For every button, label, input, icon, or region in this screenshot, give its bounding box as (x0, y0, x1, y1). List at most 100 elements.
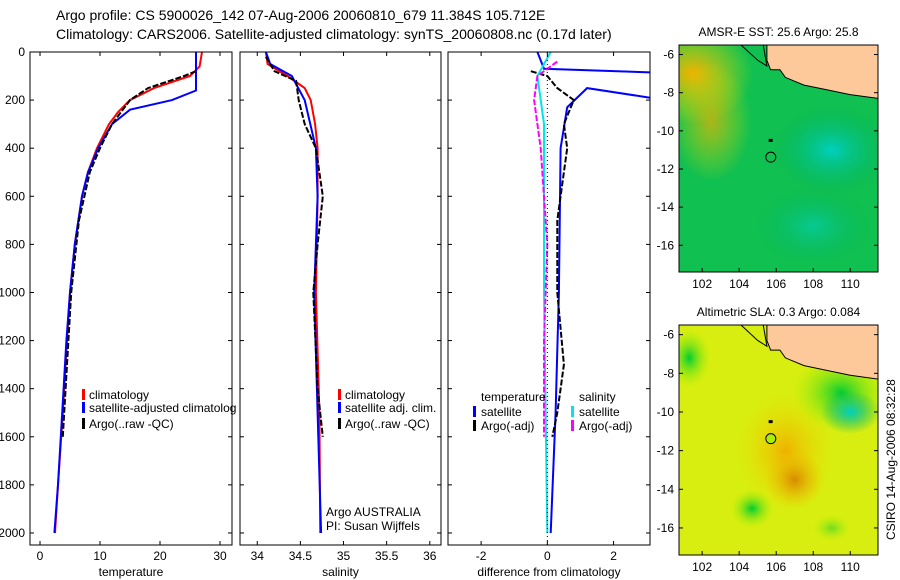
legend-label: climatology (89, 388, 149, 402)
y-tick-label: 400 (5, 141, 25, 155)
legend-label: satellite (579, 405, 620, 419)
legend-swatch (338, 418, 341, 429)
legend-label: satellite (481, 405, 522, 419)
legend-swatch (338, 389, 341, 400)
low-patch (811, 513, 852, 542)
series-line-temperature-satellite-deep- (549, 87, 651, 534)
island-marker (768, 138, 773, 142)
y-tick-label: -16 (657, 521, 675, 535)
annotation-text: Argo AUSTRALIA (326, 505, 421, 519)
legend-swatch (571, 420, 574, 431)
map-field (679, 325, 878, 555)
coastline-sumatra (740, 325, 768, 348)
legend-swatch (571, 406, 574, 417)
legend-label: satellite adj. clim. (345, 401, 436, 415)
series-line-climatology (54, 51, 203, 534)
y-tick-label: -6 (663, 48, 674, 62)
y-tick-label: 1200 (0, 334, 25, 348)
warm-patch (679, 61, 752, 182)
x-tick-label: 102 (692, 560, 712, 574)
legend-swatch (82, 402, 85, 413)
series-line-climatology (264, 51, 322, 534)
legend-swatch (82, 389, 85, 400)
legend-label: Argo(..raw -QC) (345, 417, 430, 431)
sla-map: 102 104 106 108 110 -6 -8 -10 -12 -14 -16 Altimetri… (657, 305, 879, 574)
legend-label: Argo(-adj) (481, 419, 534, 433)
axes-box (447, 51, 651, 546)
series-line-salinity-argo-adj- (533, 60, 558, 437)
low-patch (820, 389, 878, 434)
y-tick-label: 1600 (0, 430, 25, 444)
legend-label: climatology (345, 388, 405, 402)
land-java (766, 45, 878, 99)
low-patch (679, 327, 712, 388)
sst-map: 102 104 106 108 110 -6 -8 -10 -12 -14 -16 AMSR-E SS… (657, 25, 879, 291)
x-tick-label: 0 (37, 549, 44, 563)
profile-panel-2: 34 34.5 35 35.5 36 salinity climatologysatelli… (239, 51, 442, 579)
y-tick-label: -10 (657, 124, 675, 138)
map-title: Altimetric SLA: 0.3 Argo: 0.084 (697, 305, 861, 319)
figure-title-line-1: Argo profile: CS 5900026_142 07-Aug-2006… (56, 7, 546, 23)
x-tick-label: 10 (93, 549, 107, 563)
series-line-salinity-satellite (536, 51, 552, 534)
x-tick-label: 34 (251, 549, 265, 563)
y-tick-label: 0 (18, 45, 25, 59)
y-tick-label: 600 (5, 189, 25, 203)
x-tick-label: 108 (803, 560, 823, 574)
cool-patch (753, 186, 874, 267)
legend-swatch (338, 402, 341, 413)
y-tick-label: -14 (657, 200, 675, 214)
x-tick-label: 110 (841, 277, 860, 291)
high-patch (764, 449, 825, 510)
x-tick-label: 20 (153, 549, 167, 563)
x-tick-label: 110 (841, 560, 860, 574)
y-tick-label: 1400 (0, 382, 25, 396)
x-tick-label: 106 (766, 560, 786, 574)
axes-box (29, 51, 233, 546)
figure-title-line-2: Climatology: CARS2006. Satellite-adjuste… (56, 26, 612, 42)
series-line-temperature-satellite (536, 51, 651, 74)
x-axis-label: temperature (99, 565, 164, 579)
island-marker (768, 420, 773, 424)
y-tick-label: -10 (657, 405, 675, 419)
x-tick-label: 0 (544, 549, 551, 563)
x-tick-label: 106 (766, 277, 786, 291)
legend-group-title: salinity (579, 390, 616, 404)
x-tick-label: 36 (423, 549, 437, 563)
legend-label: satellite-adjusted climatolog (89, 401, 236, 415)
series-line-argo-raw-qc- (265, 56, 324, 437)
coastline-sumatra (740, 45, 768, 67)
series-line-satellite-adjusted-climatology (53, 52, 197, 534)
map-frame (678, 44, 879, 273)
y-tick-label: -14 (657, 482, 675, 496)
x-tick-label: 2 (610, 549, 617, 563)
x-tick-label: 35.5 (375, 549, 399, 563)
y-tick-label: -6 (663, 328, 674, 342)
x-tick-label: 35 (337, 549, 351, 563)
argo-position-marker (765, 433, 777, 445)
map-frame (678, 324, 879, 556)
y-tick-label: 1000 (0, 285, 25, 299)
axes-box (239, 51, 442, 546)
series-line-argo-raw-qc- (61, 70, 197, 437)
x-tick-label: 34.5 (289, 549, 313, 563)
x-tick-label: 108 (803, 277, 823, 291)
x-tick-label: 30 (213, 549, 227, 563)
argo-position-marker (765, 151, 777, 163)
legend-label: Argo(-adj) (579, 419, 632, 433)
y-tick-label: -16 (657, 238, 675, 252)
x-axis-label: difference from climatology (477, 565, 620, 579)
profile-panel-1: 0 10 20 30 0 200 400 600 800 1000 1200 1400 1600 1800… (0, 45, 236, 579)
cool-patch (771, 104, 878, 195)
legend-swatch (82, 418, 85, 429)
series-line-temperature-argo-adj- (530, 70, 576, 438)
x-tick-label: 102 (692, 277, 712, 291)
x-axis-label: salinity (322, 565, 359, 579)
y-tick-label: 1800 (0, 478, 25, 492)
side-timestamp: CSIRO 14-Aug-2006 08:32:28 (884, 379, 898, 540)
y-tick-label: -8 (663, 86, 674, 100)
annotation-text: PI: Susan Wijffels (326, 519, 420, 533)
map-field (679, 45, 878, 272)
land-java (766, 325, 878, 380)
y-tick-label: 800 (5, 237, 25, 251)
